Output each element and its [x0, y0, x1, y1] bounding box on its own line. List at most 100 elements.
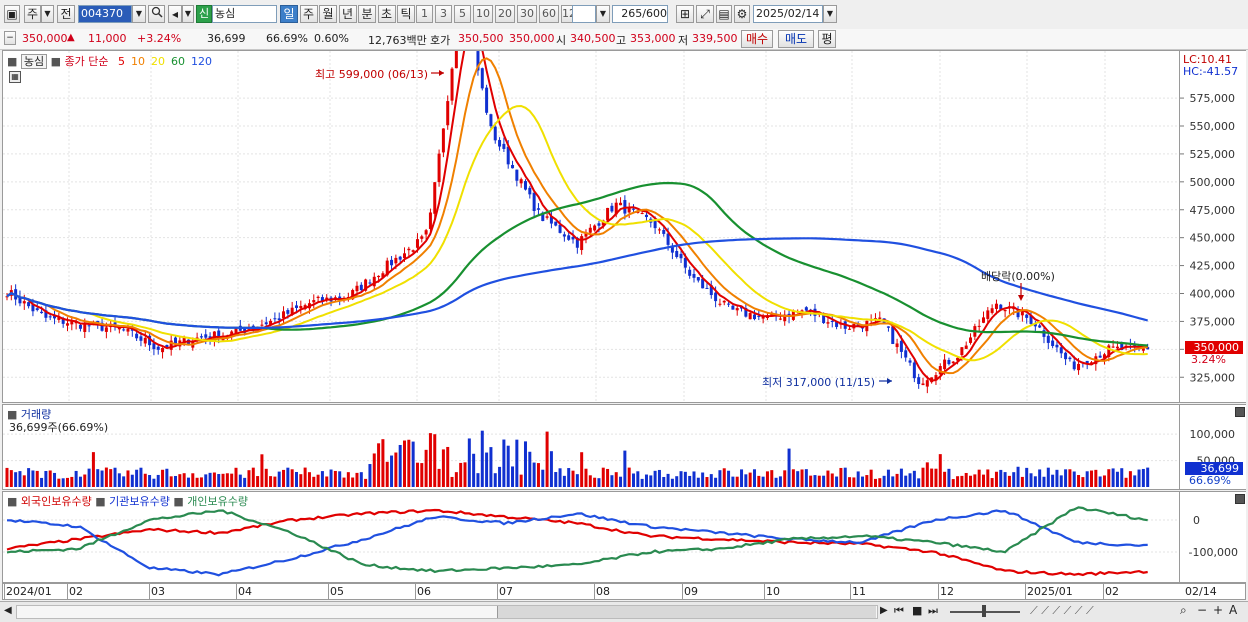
volume-bar	[1128, 471, 1132, 487]
volume-bar	[433, 434, 437, 487]
horizontal-scrollbar[interactable]	[16, 605, 878, 619]
candle-body	[1120, 343, 1124, 350]
tab-month[interactable]: 월	[319, 5, 337, 23]
count-field[interactable]: 265/600	[612, 5, 668, 23]
candle-body	[778, 318, 782, 320]
scroll-thumb[interactable]	[497, 606, 876, 618]
last-page-icon[interactable]: ⏭	[928, 604, 938, 617]
blank-select[interactable]	[572, 5, 596, 23]
volume-bar	[182, 473, 186, 487]
calendar-dropdown-icon[interactable]: ▼	[823, 5, 837, 23]
volume-bar	[70, 476, 74, 487]
candle-body	[70, 320, 74, 325]
tab-n-10[interactable]: 10	[473, 5, 493, 23]
tab-n-3[interactable]: 3	[435, 5, 452, 23]
market-dropdown-icon[interactable]: ▼	[41, 5, 54, 23]
candle-body	[411, 250, 415, 252]
stock-name-field[interactable]: 농심	[212, 5, 277, 23]
volume-chart[interactable]	[3, 405, 1181, 489]
x-axis-tick	[682, 584, 683, 600]
chart-type-icon[interactable]: ⊞	[676, 5, 694, 23]
candle-body	[148, 335, 152, 346]
ma-legend-120[interactable]: 120	[191, 55, 213, 68]
legend-individual[interactable]: 개인보유수량	[187, 495, 249, 508]
ma-legend-60[interactable]: 60	[171, 55, 186, 68]
scroll-right-icon[interactable]: ▶	[880, 605, 888, 616]
candle-body	[826, 322, 830, 324]
settings-icon[interactable]: ⚙	[734, 5, 750, 23]
volume-bar	[895, 473, 899, 487]
volume-bar	[662, 476, 666, 487]
candle-body	[1025, 314, 1029, 318]
candle-body	[385, 260, 389, 276]
sell-button[interactable]: 매도	[778, 30, 814, 48]
volume-bar	[549, 451, 553, 487]
volume-bar	[584, 468, 588, 487]
legend-ma-label[interactable]: 종가 단순	[64, 55, 109, 68]
tab-week[interactable]: 주	[299, 5, 318, 23]
volume-bar	[424, 449, 428, 487]
holder-chart[interactable]	[3, 492, 1181, 582]
volume-bar	[117, 473, 121, 487]
maximize-icon[interactable]	[1235, 407, 1245, 417]
ma-legend-20[interactable]: 20	[151, 55, 166, 68]
volume-title[interactable]: 거래량	[20, 408, 52, 421]
zoom-slider-handle[interactable]	[982, 605, 986, 617]
candle-body	[199, 336, 203, 338]
candle-body	[502, 143, 506, 149]
tab-day[interactable]: 일	[280, 5, 298, 23]
price-chart[interactable]	[3, 51, 1181, 402]
tab-n-60[interactable]: 60	[539, 5, 559, 23]
volume-bar	[511, 466, 515, 487]
candle-body	[584, 232, 588, 237]
tab-minute[interactable]: 분	[358, 5, 376, 23]
tab-tick[interactable]: 틱	[397, 5, 415, 23]
tab-n-30[interactable]: 30	[517, 5, 537, 23]
zoom-icon[interactable]: ⤢	[696, 5, 714, 23]
collapse-icon[interactable]: −	[4, 31, 16, 45]
save-icon[interactable]: ▤	[716, 5, 732, 23]
search-icon[interactable]	[148, 5, 165, 23]
calculator-icon[interactable]: ▦	[9, 71, 21, 83]
stock-code-input[interactable]: 004370	[78, 5, 132, 23]
stop-icon[interactable]: ■	[912, 604, 923, 617]
date-field[interactable]: 2025/02/14	[753, 5, 823, 23]
ma-legend-5[interactable]: 5	[118, 55, 126, 68]
tool-icons[interactable]: ⟋ ⟋ ⟋ ⟋ ⟋ ⟋	[1030, 604, 1094, 617]
eval-button[interactable]: 평	[818, 30, 836, 48]
window-icon[interactable]: ▣	[4, 5, 20, 23]
scroll-left-icon[interactable]: ◀	[4, 605, 12, 616]
buy-button[interactable]: 매수	[741, 30, 773, 48]
maximize-icon[interactable]	[1235, 494, 1245, 504]
legend-stock-name[interactable]: 농심	[20, 54, 48, 69]
volume-bar	[299, 474, 303, 487]
market-button[interactable]: 주	[24, 5, 41, 23]
code-dropdown-icon[interactable]: ▼	[132, 5, 146, 23]
tab-second[interactable]: 초	[377, 5, 396, 23]
candle-body	[1051, 340, 1055, 347]
tab-n-1[interactable]: 1	[416, 5, 433, 23]
select-dropdown-icon[interactable]: ▼	[596, 5, 610, 23]
zoom-out-icon[interactable]: −	[1197, 603, 1208, 617]
legend-institution[interactable]: 기관보유수량	[109, 495, 170, 508]
magnifier-icon[interactable]: ⌕	[1180, 603, 1187, 617]
prev-button[interactable]: 전	[57, 5, 75, 23]
candle-body	[822, 314, 826, 324]
volume-bar	[212, 472, 216, 487]
volume-bar	[748, 472, 752, 487]
font-size-icon[interactable]: A	[1229, 603, 1238, 617]
zoom-in-icon[interactable]: +	[1213, 603, 1224, 617]
volume-bar	[696, 477, 700, 487]
volume-bar	[571, 470, 575, 487]
legend-foreign[interactable]: 외국인보유수량	[20, 495, 92, 508]
candle-body	[57, 317, 61, 320]
speaker-icon[interactable]: ◂	[168, 5, 182, 23]
ma-legend-10[interactable]: 10	[131, 55, 146, 68]
tab-n-20[interactable]: 20	[495, 5, 515, 23]
candle-body	[22, 301, 26, 304]
first-page-icon[interactable]: ⏮	[894, 604, 904, 617]
tab-n-5[interactable]: 5	[454, 5, 471, 23]
speaker-dropdown-icon[interactable]: ▼	[182, 5, 194, 23]
candle-body	[670, 245, 674, 253]
tab-year[interactable]: 년	[338, 5, 357, 23]
